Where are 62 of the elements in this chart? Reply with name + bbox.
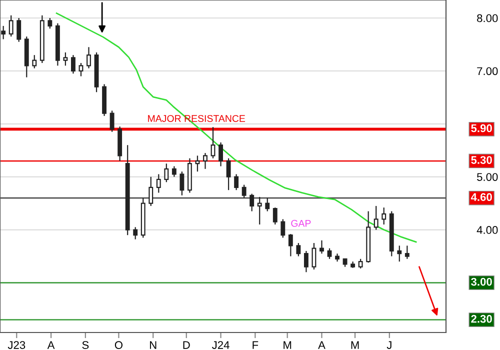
candlestick bbox=[296, 242, 301, 257]
candlestick bbox=[280, 218, 286, 238]
candlestick bbox=[156, 174, 161, 194]
candlestick bbox=[16, 17, 22, 42]
candlestick bbox=[32, 54, 37, 69]
candlestick bbox=[374, 205, 378, 230]
ref-line-label: 4.60 bbox=[470, 193, 492, 201]
candlestick bbox=[110, 110, 114, 132]
y-tick-label: 8.00 bbox=[477, 14, 498, 22]
candlestick bbox=[218, 142, 223, 167]
candlestick bbox=[250, 193, 254, 212]
candlestick bbox=[133, 226, 138, 240]
candlestick bbox=[8, 14, 14, 38]
annotation: GAP bbox=[291, 220, 311, 227]
candlestick bbox=[172, 166, 176, 178]
candlestick bbox=[78, 62, 84, 77]
candlestick bbox=[71, 54, 76, 74]
y-tick-label: 4.00 bbox=[476, 226, 498, 234]
candlestick bbox=[288, 233, 293, 257]
candlestick bbox=[265, 197, 270, 212]
candlestick bbox=[148, 176, 154, 207]
line-series bbox=[56, 12, 417, 243]
candlestick bbox=[63, 52, 68, 66]
x-tick-label: J24 bbox=[212, 341, 230, 349]
x-tick-label: D bbox=[183, 341, 190, 349]
candlestick bbox=[272, 206, 278, 226]
x-tick-label: O bbox=[114, 341, 122, 349]
x-tick-label: S bbox=[82, 341, 89, 349]
x-tick-label: M bbox=[284, 341, 292, 349]
candlestick bbox=[48, 17, 52, 30]
candlestick bbox=[180, 170, 184, 196]
ref-line-label: 5.30 bbox=[471, 156, 492, 164]
x-tick-label: M bbox=[351, 341, 359, 349]
candlestick bbox=[358, 258, 363, 269]
candlestick bbox=[164, 163, 169, 183]
candlestick bbox=[86, 46, 91, 69]
candlestick bbox=[1, 25, 6, 40]
candlestick bbox=[203, 152, 208, 170]
candlestick bbox=[304, 250, 308, 273]
x-tick-label: A bbox=[47, 341, 55, 349]
x-tick-label: J bbox=[386, 341, 392, 349]
ref-line-label: 3.00 bbox=[471, 278, 492, 286]
candlestick bbox=[382, 206, 386, 226]
ref-line-label: 5.90 bbox=[471, 124, 492, 132]
x-tick-label: A bbox=[318, 341, 326, 349]
candlestick bbox=[195, 155, 200, 172]
x-tick-label: J23 bbox=[8, 341, 26, 349]
x-tick-label: F bbox=[252, 341, 258, 349]
candlestick bbox=[397, 245, 402, 262]
candlestick bbox=[404, 245, 410, 260]
candlestick bbox=[226, 158, 231, 191]
candlestick bbox=[234, 174, 239, 191]
candlestick bbox=[242, 184, 246, 199]
candlestick bbox=[327, 248, 332, 260]
y-tick-label: 5.00 bbox=[477, 173, 498, 181]
candlestick bbox=[320, 240, 324, 254]
y-tick-label: 7.00 bbox=[477, 67, 498, 76]
x-tick-label: N bbox=[150, 341, 156, 349]
ref-line-label: 2.30 bbox=[471, 314, 492, 323]
candlestick bbox=[312, 242, 316, 270]
candlestick bbox=[210, 126, 216, 159]
candlestick bbox=[257, 196, 262, 226]
